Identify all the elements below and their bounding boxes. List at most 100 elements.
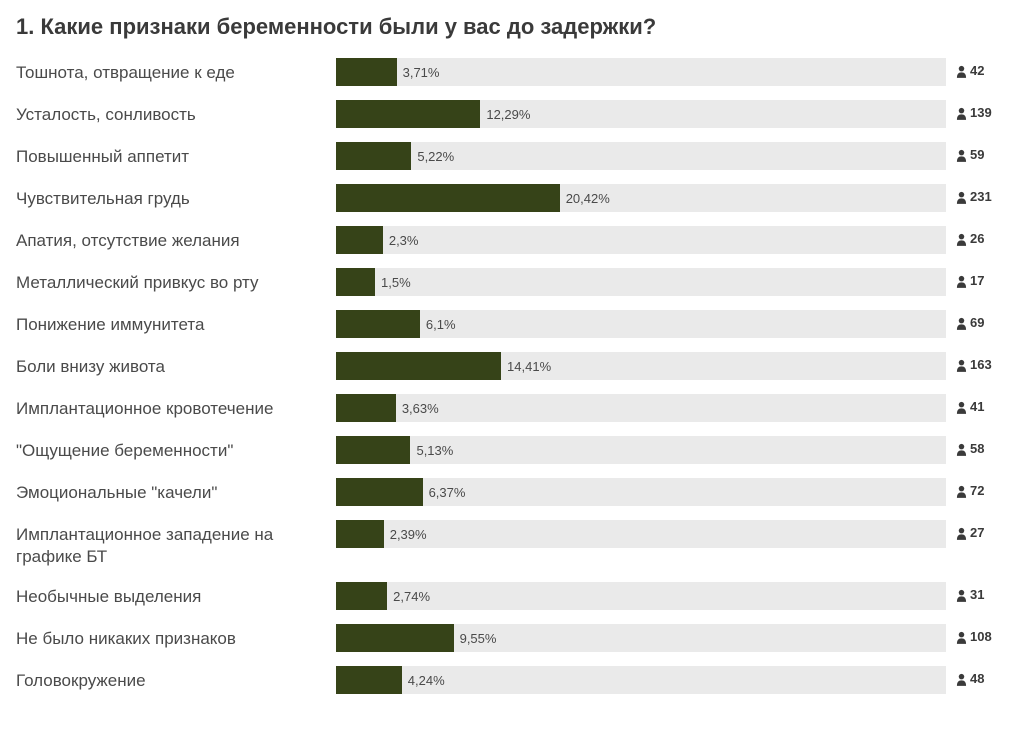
bar-container: 5,22% [336, 142, 946, 170]
vote-count-value: 163 [970, 357, 992, 372]
option-label: Не было никаких признаков [16, 624, 326, 650]
bar-percentage: 5,13% [416, 443, 453, 458]
bar-track: 4,24% [336, 666, 946, 694]
vote-count-value: 58 [970, 441, 984, 456]
person-icon [956, 401, 967, 413]
person-icon [956, 673, 967, 685]
bar-fill [336, 352, 501, 380]
bar-track: 14,41% [336, 352, 946, 380]
vote-count-value: 59 [970, 147, 984, 162]
bar-container: 3,63% [336, 394, 946, 422]
vote-count-value: 108 [970, 629, 992, 644]
person-icon [956, 317, 967, 329]
vote-count: 48 [956, 666, 1008, 686]
person-icon [956, 359, 967, 371]
bar-container: 14,41% [336, 352, 946, 380]
bar-percentage: 3,71% [403, 65, 440, 80]
bar-fill [336, 184, 560, 212]
option-label: Повышенный аппетит [16, 142, 326, 168]
option-label: Усталость, сонливость [16, 100, 326, 126]
option-label: Необычные выделения [16, 582, 326, 608]
bar-track: 6,1% [336, 310, 946, 338]
bar-fill [336, 582, 387, 610]
person-icon [956, 443, 967, 455]
vote-count: 163 [956, 352, 1008, 372]
person-icon [956, 65, 967, 77]
bar-percentage: 1,5% [381, 275, 411, 290]
bar-container: 12,29% [336, 100, 946, 128]
poll-row: Металлический привкус во рту 1,5% 17 [16, 268, 1008, 296]
bar-track: 3,63% [336, 394, 946, 422]
vote-count-value: 69 [970, 315, 984, 330]
poll-row: Боли внизу живота14,41% 163 [16, 352, 1008, 380]
poll-row: Имплантационное западение на графике БТ 2… [16, 520, 1008, 568]
bar-fill [336, 310, 420, 338]
bar-track: 2,39% [336, 520, 946, 548]
bar-container: 9,55% [336, 624, 946, 652]
bar-percentage: 6,1% [426, 317, 456, 332]
option-label: Имплантационное западение на графике БТ [16, 520, 326, 568]
vote-count-value: 48 [970, 671, 984, 686]
vote-count: 69 [956, 310, 1008, 330]
bar-fill [336, 100, 480, 128]
bar-fill [336, 142, 411, 170]
bar-container: 2,3% [336, 226, 946, 254]
poll-row: Тошнота, отвращение к еде 3,71% 42 [16, 58, 1008, 86]
bar-percentage: 2,74% [393, 589, 430, 604]
vote-count-value: 26 [970, 231, 984, 246]
vote-count-value: 27 [970, 525, 984, 540]
vote-count: 31 [956, 582, 1008, 602]
vote-count: 59 [956, 142, 1008, 162]
bar-track: 2,3% [336, 226, 946, 254]
person-icon [956, 275, 967, 287]
person-icon [956, 485, 967, 497]
person-icon [956, 107, 967, 119]
bar-fill [336, 226, 383, 254]
bar-fill [336, 478, 423, 506]
bar-container: 3,71% [336, 58, 946, 86]
vote-count: 72 [956, 478, 1008, 498]
vote-count-value: 31 [970, 587, 984, 602]
vote-count: 139 [956, 100, 1008, 120]
bar-container: 1,5% [336, 268, 946, 296]
bar-container: 2,39% [336, 520, 946, 548]
vote-count-value: 72 [970, 483, 984, 498]
person-icon [956, 191, 967, 203]
bar-container: 2,74% [336, 582, 946, 610]
bar-percentage: 14,41% [507, 359, 551, 374]
vote-count: 26 [956, 226, 1008, 246]
option-label: Тошнота, отвращение к еде [16, 58, 326, 84]
bar-track: 9,55% [336, 624, 946, 652]
bar-track: 2,74% [336, 582, 946, 610]
bar-track: 5,13% [336, 436, 946, 464]
person-icon [956, 589, 967, 601]
bar-fill [336, 436, 410, 464]
vote-count: 41 [956, 394, 1008, 414]
vote-count-value: 17 [970, 273, 984, 288]
poll-row: Повышенный аппетит 5,22% 59 [16, 142, 1008, 170]
option-label: Эмоциональные "качели" [16, 478, 326, 504]
bar-container: 6,1% [336, 310, 946, 338]
poll-row: Необычные выделения 2,74% 31 [16, 582, 1008, 610]
bar-fill [336, 394, 396, 422]
bar-track: 1,5% [336, 268, 946, 296]
vote-count-value: 231 [970, 189, 992, 204]
poll-row: Чувствительная грудь20,42% 231 [16, 184, 1008, 212]
bar-track: 12,29% [336, 100, 946, 128]
poll-row: Усталость, сонливость 12,29% 139 [16, 100, 1008, 128]
bar-percentage: 9,55% [460, 631, 497, 646]
vote-count: 27 [956, 520, 1008, 540]
vote-count: 58 [956, 436, 1008, 456]
vote-count: 17 [956, 268, 1008, 288]
bar-percentage: 3,63% [402, 401, 439, 416]
bar-fill [336, 666, 402, 694]
poll-results: Тошнота, отвращение к еде 3,71% 42 Усталос… [16, 58, 1008, 694]
option-label: Понижение иммунитета [16, 310, 326, 336]
bar-container: 5,13% [336, 436, 946, 464]
option-label: Имплантационное кровотечение [16, 394, 326, 420]
bar-track: 6,37% [336, 478, 946, 506]
option-label: Металлический привкус во рту [16, 268, 326, 294]
vote-count: 42 [956, 58, 1008, 78]
bar-fill [336, 58, 397, 86]
vote-count-value: 139 [970, 105, 992, 120]
